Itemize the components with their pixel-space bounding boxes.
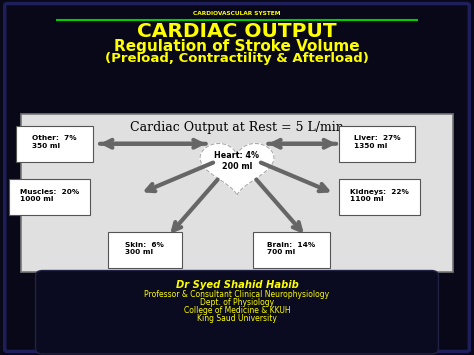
- FancyBboxPatch shape: [338, 126, 415, 162]
- Text: Dept. of Physiology: Dept. of Physiology: [200, 298, 274, 307]
- Text: Skin:  6%
300 ml: Skin: 6% 300 ml: [125, 242, 164, 255]
- FancyBboxPatch shape: [253, 232, 330, 268]
- Text: CARDIOVASCULAR SYSTEM: CARDIOVASCULAR SYSTEM: [193, 11, 281, 16]
- Text: King Saud University: King Saud University: [197, 314, 277, 323]
- FancyBboxPatch shape: [108, 232, 182, 268]
- FancyBboxPatch shape: [21, 114, 453, 272]
- Text: Brain:  14%
700 ml: Brain: 14% 700 ml: [267, 242, 316, 255]
- FancyBboxPatch shape: [9, 179, 90, 215]
- FancyBboxPatch shape: [16, 126, 92, 162]
- Polygon shape: [200, 143, 274, 196]
- Text: (Preload, Contractility & Afterload): (Preload, Contractility & Afterload): [105, 52, 369, 65]
- FancyBboxPatch shape: [36, 271, 438, 354]
- Text: College of Medicine & KKUH: College of Medicine & KKUH: [184, 306, 290, 316]
- FancyBboxPatch shape: [5, 4, 469, 351]
- Text: Dr Syed Shahid Habib: Dr Syed Shahid Habib: [176, 280, 298, 290]
- Text: Heart: 4%
200 ml: Heart: 4% 200 ml: [215, 151, 259, 170]
- Text: Muscles:  20%
1000 ml: Muscles: 20% 1000 ml: [20, 189, 79, 202]
- Text: Cardiac Output at Rest = 5 L/min: Cardiac Output at Rest = 5 L/min: [130, 121, 344, 133]
- Text: Other:  7%
350 ml: Other: 7% 350 ml: [32, 136, 77, 148]
- Text: Regulation of Stroke Volume: Regulation of Stroke Volume: [114, 39, 360, 54]
- Text: Liver:  27%
1350 ml: Liver: 27% 1350 ml: [354, 136, 400, 148]
- Text: Kidneys:  22%
1100 ml: Kidneys: 22% 1100 ml: [350, 189, 409, 202]
- Text: CARDIAC OUTPUT: CARDIAC OUTPUT: [137, 22, 337, 41]
- Text: Professor & Consultant Clinical Neurophysiology: Professor & Consultant Clinical Neurophy…: [145, 290, 329, 299]
- FancyBboxPatch shape: [338, 179, 420, 215]
